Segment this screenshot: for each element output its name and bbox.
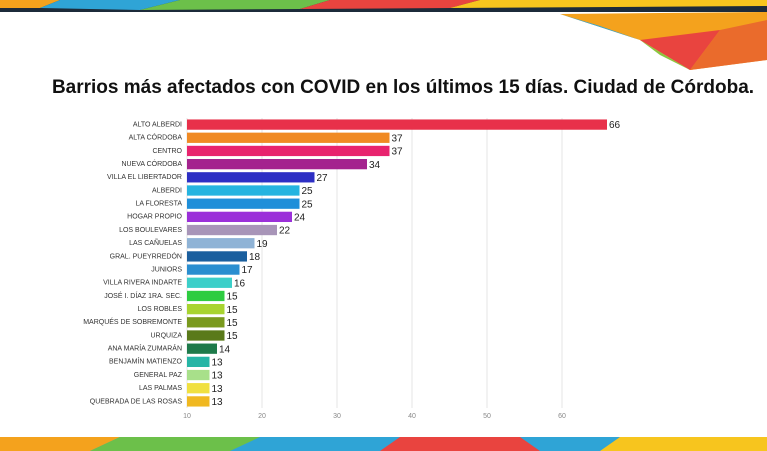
- value-label: 14: [219, 344, 231, 355]
- value-label: 25: [302, 186, 314, 197]
- x-tick-label: 40: [408, 413, 416, 420]
- value-label: 15: [227, 305, 239, 316]
- y-tick-label: ALBERDI: [152, 187, 182, 194]
- y-tick-label: LOS BOULEVARES: [119, 227, 182, 234]
- bar: [187, 383, 210, 394]
- y-tick-label: JUNIORS: [151, 266, 182, 273]
- value-label: 37: [392, 147, 404, 158]
- chart-title: Barrios más afectados con COVID en los ú…: [52, 77, 754, 98]
- value-label: 13: [212, 358, 224, 369]
- y-tick-label: LOS ROBLES: [138, 306, 183, 313]
- y-tick-label: GENERAL PAZ: [134, 372, 183, 379]
- bar: [187, 264, 240, 275]
- bar: [187, 132, 390, 143]
- y-tick-label: VILLA RIVERA INDARTE: [103, 280, 182, 287]
- bar: [187, 303, 225, 315]
- bar: [187, 356, 210, 368]
- bar: [187, 119, 607, 130]
- value-label: 18: [249, 252, 261, 263]
- y-tick-label: NUEVA CÓRDOBA: [121, 159, 182, 168]
- bar: [187, 369, 210, 381]
- value-label: 66: [609, 120, 621, 131]
- value-label: 16: [234, 278, 246, 289]
- value-label: 15: [227, 318, 239, 329]
- value-label: 19: [257, 239, 269, 250]
- y-tick-label: JOSÉ I. DÍAZ 1RA. SEC.: [104, 291, 182, 300]
- bar: [187, 145, 390, 157]
- y-tick-label: LAS PALMAS: [139, 385, 182, 392]
- bar: [187, 343, 217, 354]
- value-label: 15: [227, 292, 239, 303]
- value-label: 22: [279, 226, 291, 237]
- value-label: 13: [212, 384, 224, 395]
- x-tick-label: 50: [483, 413, 491, 420]
- x-tick-label: 20: [258, 413, 266, 420]
- bar: [187, 277, 232, 288]
- bar: [187, 317, 225, 328]
- bar: [187, 224, 277, 236]
- bar: [187, 238, 255, 249]
- bar: [187, 185, 300, 196]
- bar: [187, 251, 247, 262]
- y-tick-label: ALTA CÓRDOBA: [129, 133, 183, 142]
- value-label: 25: [302, 199, 314, 210]
- value-label: 13: [212, 397, 224, 408]
- value-label: 13: [212, 371, 224, 382]
- y-tick-label: MARQUÉS DE SOBREMONTE: [83, 317, 182, 326]
- bar: [187, 198, 300, 209]
- y-tick-label: LAS CAÑUELAS: [129, 238, 182, 247]
- y-tick-label: VILLA EL LIBERTADOR: [107, 174, 182, 181]
- x-tick-label: 10: [183, 413, 191, 420]
- value-label: 27: [317, 173, 329, 184]
- y-tick-label: ANA MARÍA ZUMARÁN: [108, 344, 182, 353]
- y-tick-label: LA FLORESTA: [135, 201, 182, 208]
- bar: [187, 330, 225, 341]
- value-label: 37: [392, 133, 404, 144]
- bar: [187, 211, 292, 223]
- value-label: 17: [242, 265, 254, 276]
- value-label: 24: [294, 213, 306, 224]
- bar: [187, 172, 315, 183]
- x-tick-label: 60: [558, 413, 566, 420]
- bar: [187, 396, 210, 407]
- y-tick-label: BENJAMÍN MATIENZO: [109, 357, 183, 366]
- x-tick-label: 30: [333, 413, 341, 420]
- y-tick-label: ALTO ALBERDI: [133, 121, 182, 128]
- y-tick-label: HOGAR PROPIO: [127, 214, 182, 221]
- y-tick-label: URQUIZA: [151, 332, 183, 339]
- bar: [187, 290, 225, 302]
- y-tick-label: QUEBRADA DE LAS ROSAS: [90, 398, 183, 405]
- y-tick-label: GRAL. PUEYRREDÓN: [110, 251, 182, 260]
- y-tick-label: CENTRO: [152, 148, 182, 155]
- value-label: 34: [369, 160, 381, 171]
- bar: [187, 158, 367, 170]
- value-label: 15: [227, 331, 239, 342]
